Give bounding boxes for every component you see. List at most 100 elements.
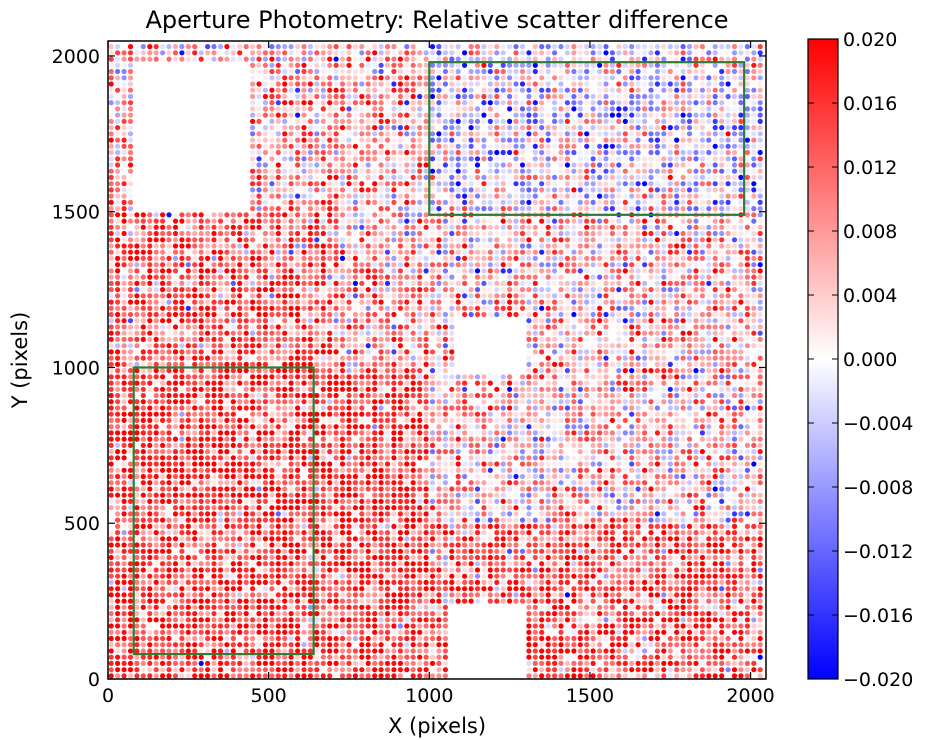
data-point	[288, 592, 294, 598]
data-point	[115, 486, 121, 492]
data-point	[230, 486, 236, 492]
data-point	[661, 573, 667, 579]
data-point	[275, 548, 281, 554]
data-point	[507, 567, 513, 573]
data-point	[250, 517, 256, 523]
data-point	[436, 492, 442, 498]
data-point	[327, 623, 333, 629]
data-point	[564, 617, 571, 623]
data-point	[410, 554, 416, 561]
data-point	[378, 567, 384, 573]
data-point	[487, 399, 493, 405]
data-point	[185, 642, 191, 648]
data-point	[706, 511, 712, 517]
data-point	[179, 368, 185, 374]
data-point	[545, 442, 551, 448]
data-point	[288, 449, 294, 455]
data-point	[262, 517, 268, 523]
data-point	[674, 536, 680, 542]
data-point	[307, 536, 313, 542]
data-point	[731, 455, 738, 461]
data-point	[327, 617, 333, 623]
data-point	[192, 548, 198, 554]
data-point	[211, 654, 217, 660]
data-point	[372, 361, 378, 367]
data-point	[127, 480, 134, 486]
data-point	[667, 467, 673, 473]
data-point	[230, 567, 236, 573]
data-point	[712, 386, 718, 392]
data-point	[597, 604, 603, 610]
data-point	[532, 561, 538, 567]
data-point	[288, 498, 294, 504]
data-point	[166, 598, 172, 604]
data-point	[301, 380, 307, 386]
data-point	[500, 561, 506, 567]
data-point	[571, 604, 577, 610]
data-point	[680, 486, 686, 492]
data-point	[738, 436, 744, 442]
data-point	[198, 579, 204, 586]
data-point	[513, 392, 519, 399]
data-point	[519, 449, 526, 455]
data-point	[372, 573, 378, 579]
data-point	[198, 405, 204, 411]
data-point	[532, 386, 538, 392]
data-point	[211, 368, 217, 374]
data-point	[609, 611, 616, 617]
data-point	[160, 505, 166, 511]
data-point	[693, 561, 699, 567]
data-point	[115, 629, 121, 635]
data-point	[301, 623, 307, 629]
data-point	[127, 530, 134, 536]
data-point	[629, 480, 635, 486]
data-point	[275, 598, 281, 604]
data-point	[333, 386, 339, 392]
data-point	[166, 604, 172, 610]
data-point	[706, 604, 712, 610]
data-point	[224, 642, 230, 648]
data-point	[127, 567, 134, 573]
data-point	[295, 455, 301, 461]
data-point	[121, 498, 127, 504]
data-point	[301, 492, 307, 498]
data-point	[609, 573, 616, 579]
data-point	[243, 442, 249, 448]
data-point	[243, 498, 249, 504]
data-point	[115, 548, 121, 554]
data-point	[667, 405, 673, 411]
data-point	[481, 430, 487, 436]
data-point	[455, 505, 461, 511]
data-point	[449, 455, 455, 461]
data-point	[603, 511, 609, 517]
data-point	[642, 368, 648, 374]
data-point	[462, 542, 468, 548]
data-point	[590, 654, 596, 660]
data-point	[757, 392, 763, 399]
data-point	[661, 604, 667, 610]
data-point	[359, 635, 365, 642]
data-point	[307, 430, 313, 436]
data-point	[674, 436, 680, 442]
data-point	[166, 380, 172, 386]
data-point	[269, 411, 275, 417]
data-point	[198, 530, 204, 536]
data-point	[153, 592, 159, 598]
data-point	[564, 561, 571, 567]
data-point	[147, 380, 153, 386]
data-point	[275, 405, 281, 411]
data-point	[423, 604, 429, 610]
data-point	[211, 623, 217, 629]
data-point	[712, 436, 718, 442]
data-point	[571, 623, 577, 629]
data-point	[205, 449, 211, 455]
data-point	[346, 467, 352, 473]
data-point	[147, 374, 153, 380]
data-point	[706, 399, 712, 405]
data-point	[307, 436, 313, 442]
data-point	[642, 523, 648, 530]
data-point	[333, 467, 339, 473]
data-point	[436, 530, 442, 536]
data-point	[462, 573, 468, 579]
data-point	[378, 598, 384, 604]
